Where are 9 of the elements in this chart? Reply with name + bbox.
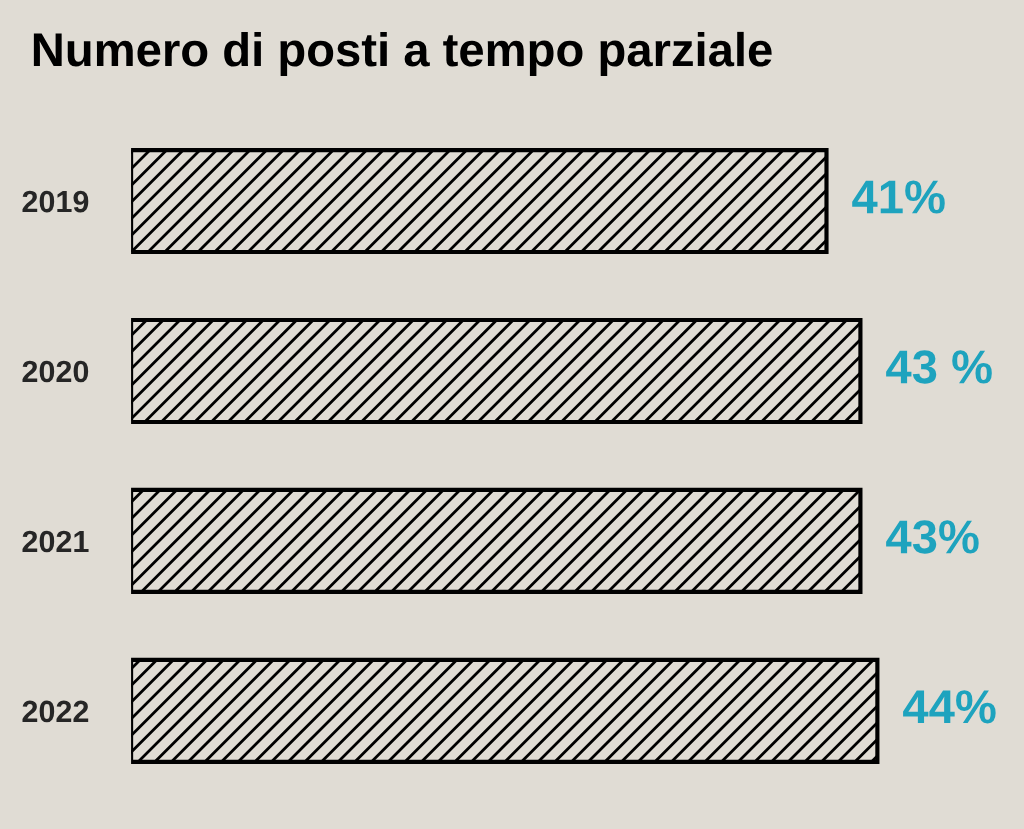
chart-title: Numero di posti a tempo parziale xyxy=(33,31,772,76)
y-tick-label: 2020 xyxy=(22,360,89,383)
y-tick-label: 2022 xyxy=(22,700,89,723)
data-label: 44% xyxy=(903,690,996,724)
y-tick-label: 2021 xyxy=(22,530,89,553)
data-label: 43% xyxy=(886,520,979,554)
data-label: 41% xyxy=(852,180,945,214)
y-tick-label: 2019 xyxy=(22,190,89,213)
data-label: 43 % xyxy=(886,350,992,384)
